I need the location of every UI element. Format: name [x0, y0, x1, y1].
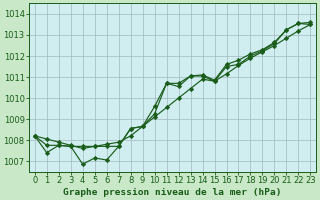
X-axis label: Graphe pression niveau de la mer (hPa): Graphe pression niveau de la mer (hPa)	[63, 188, 282, 197]
